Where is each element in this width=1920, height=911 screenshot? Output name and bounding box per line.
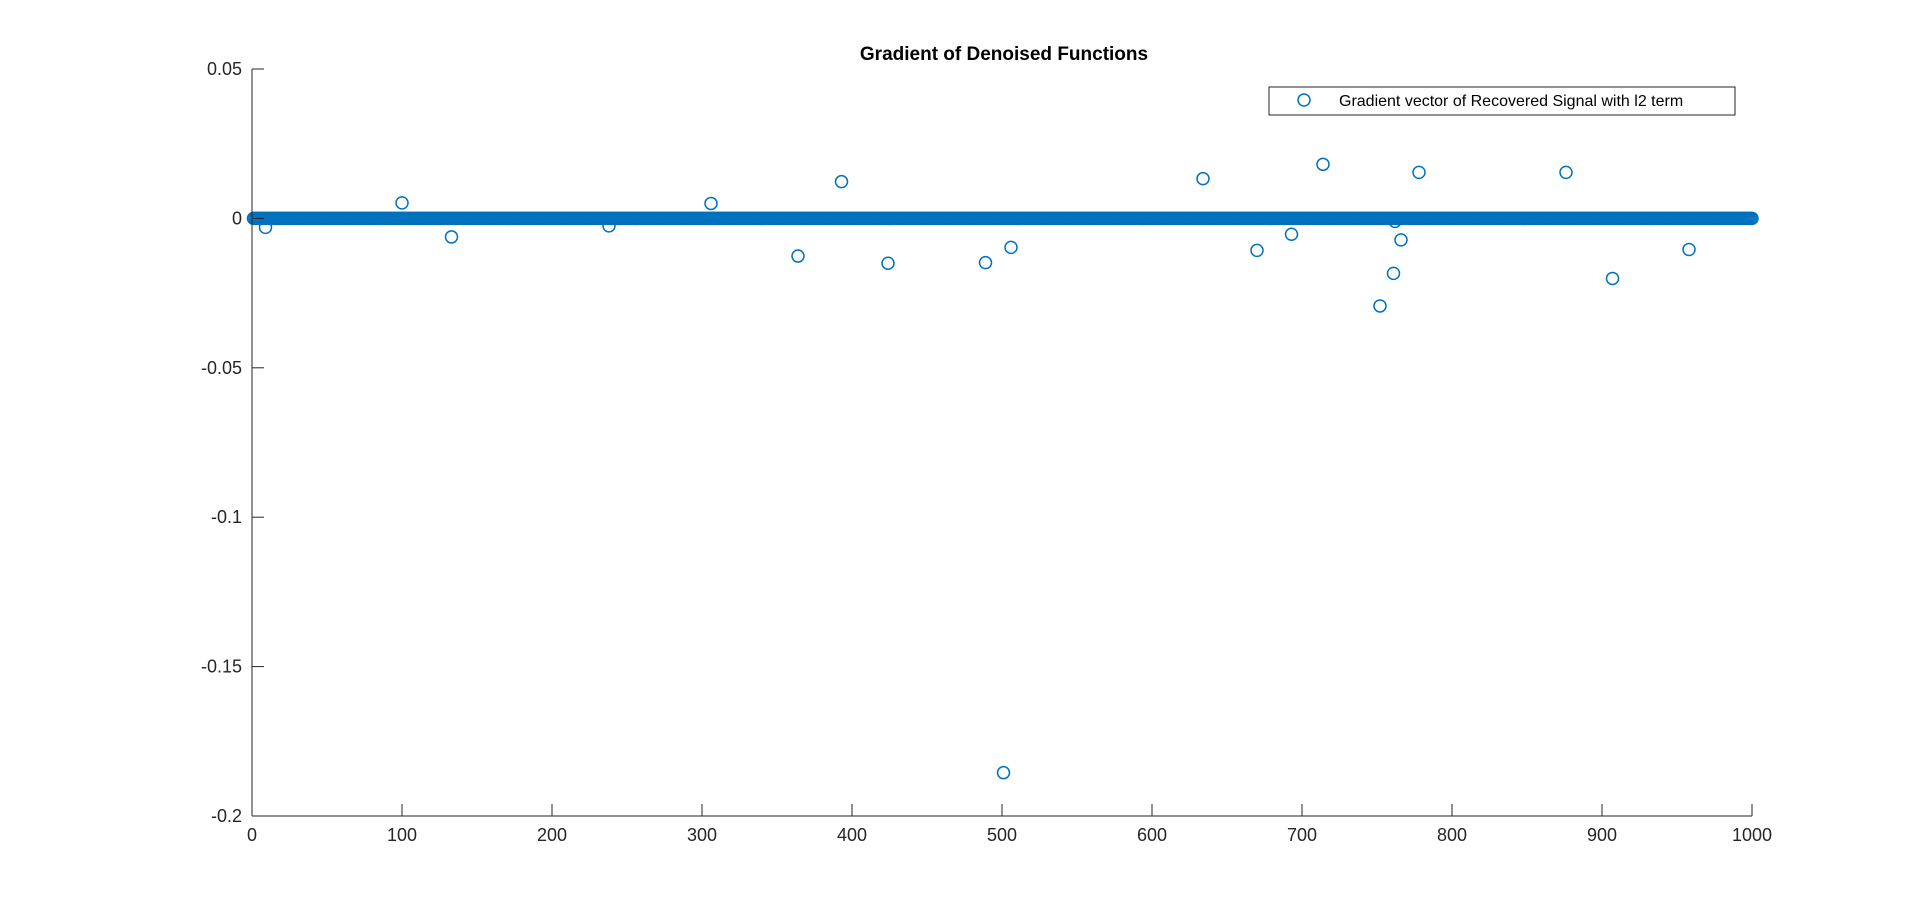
data-point: [395, 196, 409, 210]
data-point: [1250, 243, 1264, 258]
legend-label: Gradient vector of Recovered Signal with…: [1339, 93, 1683, 110]
x-tick-label: 600: [1137, 825, 1167, 845]
data-point: [1196, 171, 1210, 186]
axes-box: [252, 69, 1752, 816]
x-tick-label: 700: [1287, 825, 1317, 845]
data-point: [1605, 271, 1620, 286]
x-tick-label: 800: [1437, 825, 1467, 845]
data-point: [1284, 227, 1299, 241]
y-tick-label: -0.15: [201, 657, 242, 677]
y-axis-ticks: -0.2 -0.15 -0.1 -0.05 0 0.05: [201, 59, 264, 826]
data-point: [1386, 266, 1401, 281]
data-point: [1388, 214, 1402, 229]
y-tick-label: -0.2: [211, 806, 242, 826]
data-point: [1682, 242, 1696, 257]
y-tick-label: -0.1: [211, 507, 242, 527]
x-tick-label: 300: [687, 825, 717, 845]
data-point: [1373, 299, 1387, 313]
chart-title: Gradient of Denoised Functions: [860, 44, 1148, 65]
y-tick-label: -0.05: [201, 358, 242, 378]
data-point: [834, 174, 849, 189]
data-point: [1394, 233, 1408, 247]
data-point: [258, 220, 273, 235]
data-point: [1004, 240, 1018, 255]
y-tick-label: 0.05: [207, 59, 242, 79]
data-point: [1559, 165, 1573, 180]
x-tick-label: 500: [987, 825, 1017, 845]
data-point: [996, 765, 1011, 780]
data-point: [791, 249, 805, 263]
legend-box: [1268, 86, 1736, 116]
plot-area: 0 100 200 300 400 500 600 700 800 900 1000 -0.2-0.…: [201, 59, 1772, 845]
x-tick-label: 200: [537, 825, 567, 845]
y-tick-label: 0: [232, 208, 242, 228]
data-point: [881, 256, 895, 270]
x-tick-label: 400: [837, 825, 867, 845]
legend-marker-icon: [1297, 93, 1311, 107]
data-point: [704, 196, 718, 211]
data-point: [602, 219, 616, 233]
x-axis-ticks: 0 100 200 300 400 500 600 700 800 900 1000: [247, 804, 1772, 845]
data-points: [246, 157, 1759, 780]
x-tick-label: 100: [387, 825, 417, 845]
x-tick-label: 900: [1587, 825, 1617, 845]
legend: Gradient vector of Recovered Signal with…: [1268, 86, 1736, 116]
data-point: [444, 230, 459, 244]
data-point: [1745, 211, 1759, 226]
data-point: [1316, 157, 1330, 172]
x-tick-label: 1000: [1732, 825, 1772, 845]
x-tick-label: 0: [247, 825, 257, 845]
data-point: [978, 255, 993, 270]
data-point: [1412, 165, 1426, 180]
